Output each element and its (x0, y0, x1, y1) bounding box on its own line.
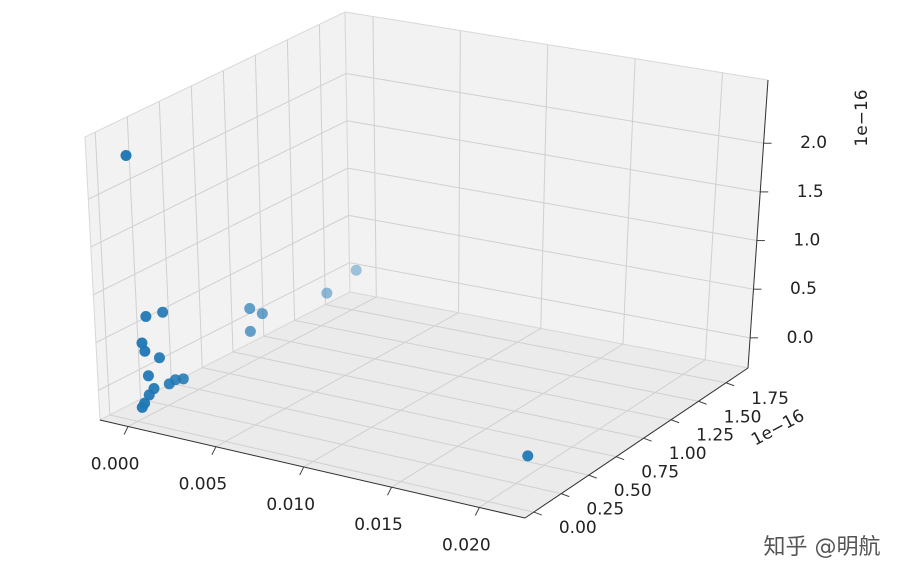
tick-mark (698, 400, 707, 405)
grid-line (88, 73, 347, 200)
grid-line (391, 343, 624, 488)
point (136, 401, 148, 413)
point (244, 303, 256, 315)
y-tick-label: 0.50 (614, 481, 652, 501)
grid-line (98, 262, 350, 391)
grid (88, 16, 772, 519)
grid-line (325, 304, 727, 384)
tick-mark (670, 419, 680, 424)
z-tick-label: 1.5 (797, 182, 824, 202)
z-tick-label: 0.0 (787, 328, 814, 348)
point (143, 389, 155, 401)
point (177, 373, 189, 385)
grid-line (349, 262, 751, 339)
grid-line (347, 167, 757, 242)
x-axis-line (99, 419, 526, 519)
point (153, 352, 165, 364)
grid-line (303, 327, 542, 468)
point (140, 311, 152, 323)
grid-line (215, 312, 459, 448)
y-tick-label: 0.25 (586, 500, 624, 520)
tick-mark (725, 382, 735, 387)
tick-mark (474, 507, 480, 516)
point (169, 374, 181, 386)
tick-mark (561, 493, 570, 498)
grid-line (348, 214, 754, 290)
point (522, 450, 534, 462)
z-tick-label: 0.5 (790, 279, 817, 299)
y-tick-label: 1.75 (751, 389, 789, 409)
tick-mark (299, 466, 305, 476)
panes (84, 11, 769, 519)
grid-line (93, 167, 349, 296)
point (244, 325, 256, 337)
x-tick-label: 0.015 (354, 515, 403, 535)
x-tick-label: 0.005 (179, 475, 228, 495)
point (142, 370, 154, 382)
grid-line (318, 24, 326, 305)
grid-line (286, 39, 296, 321)
grid-line (95, 214, 349, 344)
grid-line (109, 414, 534, 513)
z-offset-label: 1e−16 (852, 89, 872, 146)
z-axis-line (747, 79, 769, 369)
grid-line (127, 296, 377, 427)
z-tick-label: 2.0 (800, 133, 827, 153)
point (120, 149, 132, 161)
grid-line (190, 85, 203, 368)
grid-line (372, 16, 377, 298)
tick-mark (211, 446, 217, 455)
z-tick-label: 1.0 (793, 231, 820, 251)
points (120, 149, 534, 462)
point (256, 308, 268, 320)
grid-line (479, 359, 706, 508)
grid-line (294, 319, 699, 402)
grid-line (222, 70, 234, 352)
point (136, 337, 148, 349)
tick-mark (588, 474, 597, 479)
y-axis-line (524, 367, 749, 519)
point (350, 264, 362, 276)
y-tick-label: 0.75 (641, 463, 679, 483)
y-tick-label: 1.00 (669, 444, 707, 464)
grid-line (171, 382, 589, 476)
grid-line (540, 44, 549, 329)
grid-line (346, 72, 764, 144)
x-tick-label: 0.000 (91, 454, 140, 474)
y-tick-label: 1.50 (724, 407, 762, 427)
tick-mark (616, 456, 625, 461)
grid-line (158, 101, 172, 384)
grid-line (202, 367, 617, 458)
grid-line (232, 351, 644, 439)
watermark: 知乎 @明航 (764, 535, 881, 560)
point (139, 345, 151, 357)
grid-line (622, 58, 636, 345)
tick-mark (533, 511, 542, 516)
y-tick-label: 0.00 (559, 518, 597, 538)
x-tick-label: 0.010 (266, 495, 315, 515)
grid-line (140, 398, 562, 495)
point (321, 287, 333, 299)
grid-line (458, 30, 461, 313)
grid-line (254, 55, 265, 337)
grid-line (94, 132, 111, 415)
y-tick-label: 1.25 (696, 426, 734, 446)
grid-line (704, 72, 724, 360)
tick-mark (123, 426, 129, 435)
point (157, 306, 169, 318)
grid-line (90, 120, 348, 248)
tick-mark (643, 437, 652, 442)
tick-mark (387, 486, 392, 496)
grid-line (263, 335, 672, 421)
grid-line (126, 116, 142, 400)
grid-line (346, 120, 761, 193)
x-tick-label: 0.020 (442, 535, 491, 555)
